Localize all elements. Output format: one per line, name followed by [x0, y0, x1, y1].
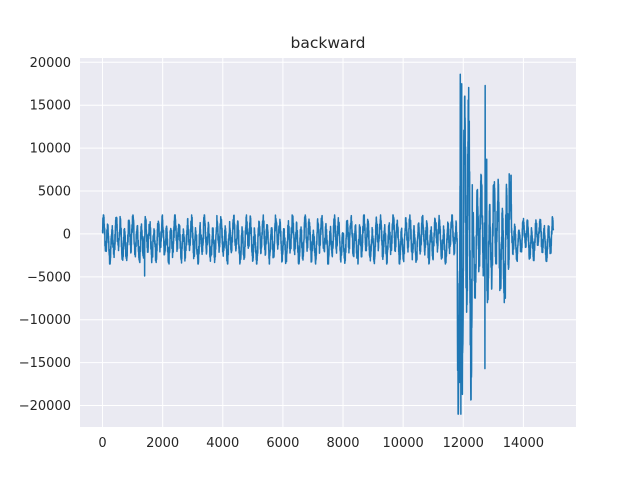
x-tick-label: 10000 — [382, 436, 423, 451]
y-axis-ticks: 20000 15000 10000 5000 0 −5000 −10000 −15000 −20… — [19, 56, 71, 414]
grid-lines — [80, 58, 576, 427]
series-line-backward — [101, 73, 555, 415]
y-tick-label: 5000 — [38, 185, 71, 200]
x-tick-label: 8000 — [326, 436, 359, 451]
y-tick-label: 0 — [63, 227, 71, 242]
chart-title: backward — [291, 34, 366, 52]
y-tick-label: −10000 — [19, 313, 71, 328]
y-tick-label: −20000 — [19, 399, 71, 414]
x-tick-label: 6000 — [266, 436, 299, 451]
x-tick-label: 14000 — [503, 436, 544, 451]
y-tick-label: 10000 — [30, 142, 71, 157]
y-tick-label: −5000 — [27, 270, 71, 285]
y-tick-label: −15000 — [19, 356, 71, 371]
x-tick-label: 12000 — [443, 436, 484, 451]
y-tick-label: 20000 — [30, 56, 71, 71]
series-layer — [101, 73, 555, 415]
x-tick-label: 4000 — [206, 436, 239, 451]
x-axis-ticks: 0 2000 4000 6000 8000 10000 12000 14000 — [98, 436, 544, 451]
y-tick-label: 15000 — [30, 99, 71, 114]
x-tick-label: 2000 — [146, 436, 179, 451]
x-tick-label: 0 — [98, 436, 106, 451]
